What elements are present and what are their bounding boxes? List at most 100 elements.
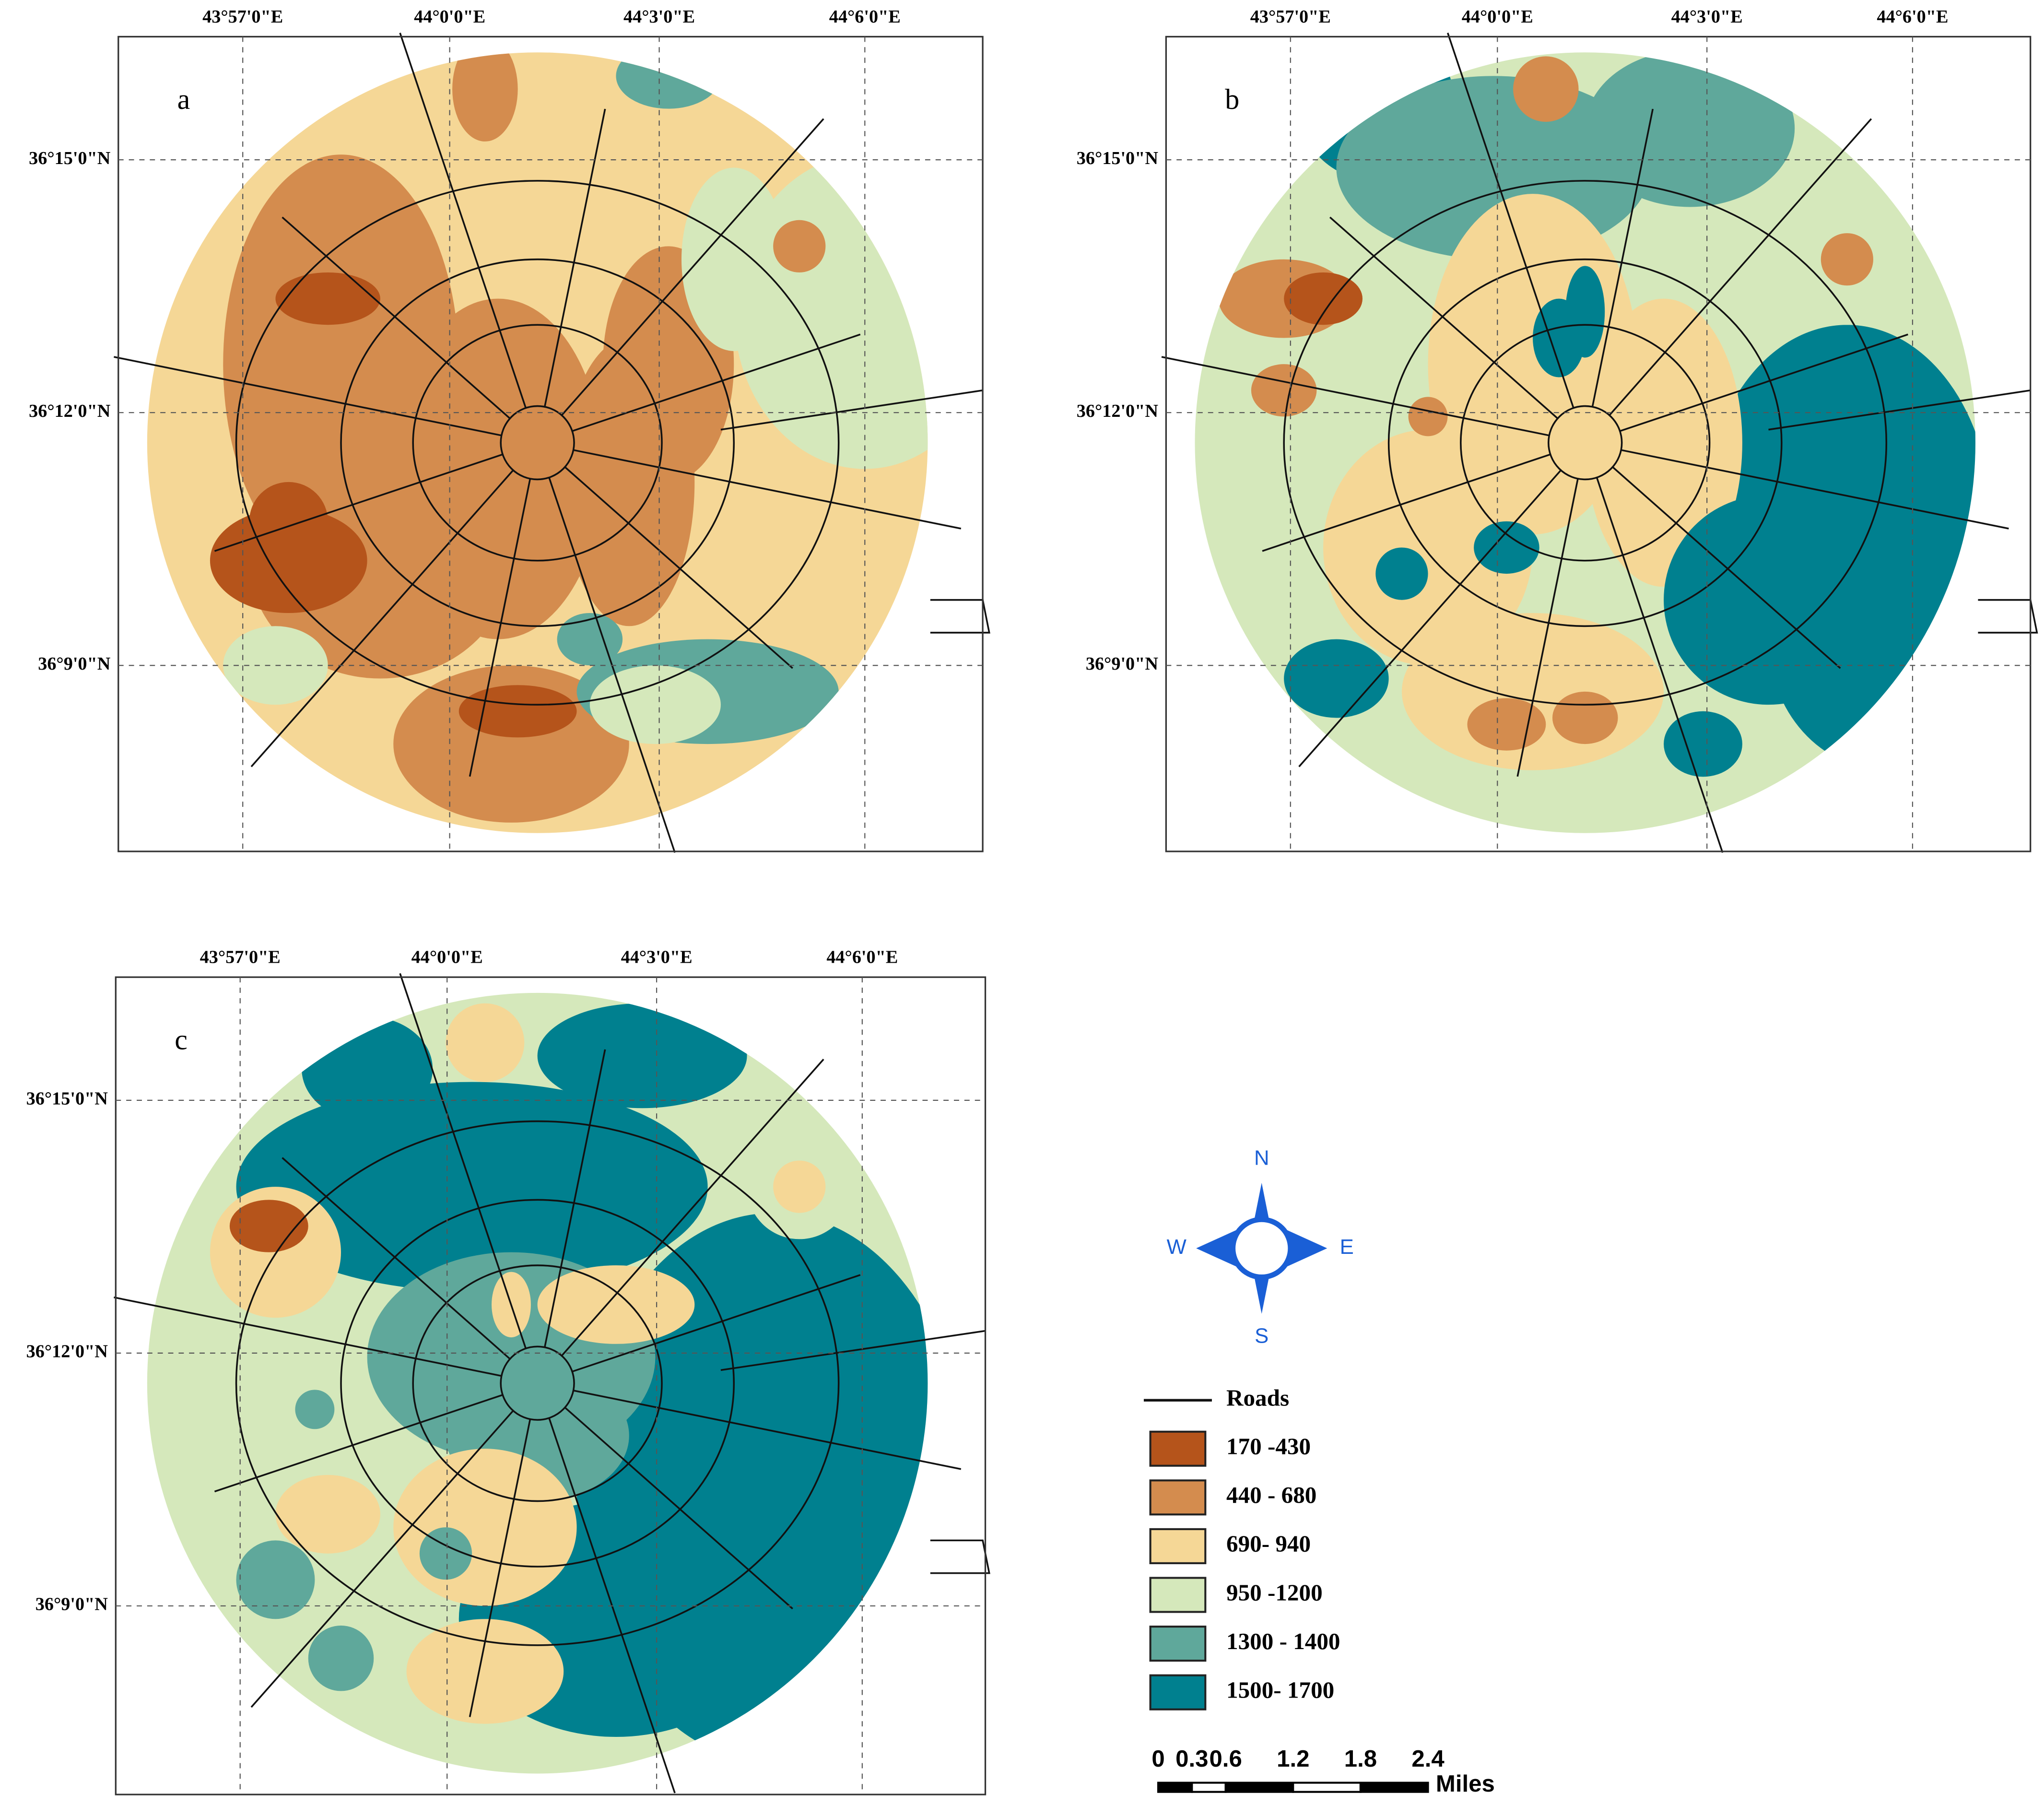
highway (1978, 599, 2038, 634)
scale-unit: Miles (1436, 1771, 1495, 1797)
radial-road (214, 453, 503, 552)
ring-road (500, 405, 575, 481)
radial-road (1298, 470, 1562, 767)
scale-label: 0.3 (1175, 1746, 1208, 1772)
surface-zone (236, 1540, 315, 1619)
radial-road (1516, 478, 1579, 777)
surface-zone (393, 1449, 577, 1606)
lat-label: 36°12'0"N (29, 401, 111, 421)
lon-label: 44°3'0"E (621, 947, 693, 967)
radial-road (1446, 33, 1574, 409)
highway (930, 1539, 990, 1574)
ring-road (412, 324, 663, 562)
surface-zone (1513, 56, 1579, 122)
surface-zone (275, 1475, 380, 1554)
lat-label: 36°15'0"N (26, 1089, 108, 1109)
surface-zone (1474, 521, 1539, 574)
surface-zone (295, 1390, 335, 1429)
surface-zone (446, 1003, 525, 1082)
scale-label: 1.2 (1277, 1746, 1309, 1772)
radial-road (1161, 356, 1550, 437)
compass: N S W E (1167, 1146, 1354, 1347)
highway (1768, 389, 2031, 431)
surface-zone (589, 665, 721, 744)
legend-swatch (1149, 1479, 1207, 1516)
radial-road (564, 1406, 793, 1610)
legend-swatch (1149, 1528, 1207, 1564)
surface-zone (1585, 298, 1742, 587)
ring-road (340, 1199, 735, 1568)
compass-e: E (1340, 1235, 1354, 1259)
radial-road (399, 973, 527, 1349)
lon-label: 43°57'0"E (202, 7, 283, 27)
radial-road (544, 1049, 606, 1348)
scale-segment (1191, 1781, 1227, 1793)
radial-road (561, 118, 824, 416)
lon-label: 44°3'0"E (623, 7, 695, 27)
panel-label: c (175, 1023, 188, 1055)
ring-road (1387, 258, 1783, 627)
surface-zone (210, 508, 367, 613)
surface-zone (1284, 272, 1363, 325)
roads (114, 973, 990, 1793)
radial-road (250, 1410, 514, 1708)
radial-road (469, 478, 531, 777)
surface-zone (1467, 698, 1546, 751)
lat-label: 36°9'0"N (35, 1594, 108, 1615)
surface-zone (537, 1265, 695, 1344)
map-frame (117, 35, 984, 852)
lat-label: 36°9'0"N (1086, 654, 1159, 674)
radial-road (1329, 216, 1559, 419)
radial-road (573, 449, 962, 530)
legend: Roads 170 -430 440 - 680 690- 940 950 -1200 1… (1143, 1384, 1340, 1711)
lon-label: 44°6'0"E (1877, 7, 1948, 27)
ring-road (412, 1264, 663, 1502)
scale-label: 2.4 (1411, 1746, 1445, 1772)
radial-road (469, 1419, 531, 1717)
surface-zone (1375, 547, 1428, 600)
radial-road (564, 466, 793, 669)
radial-road (1612, 466, 1841, 669)
ring-road (340, 258, 735, 627)
ring-road (500, 1345, 575, 1421)
surface-zone (419, 1527, 472, 1580)
ring-road (1547, 405, 1623, 481)
radial-road (572, 333, 861, 432)
scale-label: 0.6 (1209, 1746, 1242, 1772)
panel-label: a (177, 83, 190, 115)
radial-road (1262, 453, 1551, 552)
surface-zone (393, 298, 603, 639)
lon-label: 43°57'0"E (1250, 7, 1331, 27)
surface-zone (773, 220, 826, 272)
surface-zone (229, 1200, 308, 1252)
legend-label: 1300 - 1400 (1226, 1628, 1340, 1654)
legend-swatch (1149, 1626, 1207, 1662)
lon-label: 44°0'0"E (1462, 7, 1533, 27)
surface-zone (406, 1619, 564, 1724)
lat-label: 36°15'0"N (1077, 148, 1159, 168)
surface-zone (1251, 364, 1317, 417)
legend-label: 170 -430 (1226, 1433, 1311, 1460)
legend-label: 950 -1200 (1226, 1579, 1323, 1605)
lon-label: 44°0'0"E (411, 947, 483, 967)
radial-road (1609, 118, 1872, 416)
scale-label: 0 (1151, 1746, 1164, 1772)
surface-zone (302, 1016, 433, 1121)
highway (720, 389, 983, 431)
surface (1218, 52, 1975, 777)
radial-road (282, 1157, 511, 1360)
panel-label: b (1225, 83, 1239, 115)
surface-zone (1408, 397, 1448, 437)
highway (930, 599, 990, 634)
radial-road (114, 356, 502, 437)
legend-label: 440 - 680 (1226, 1482, 1316, 1508)
map-frame (115, 976, 987, 1795)
surface-zone (537, 1003, 747, 1109)
radial-road (561, 1059, 824, 1357)
roads (114, 33, 990, 853)
scale-segment (1359, 1781, 1429, 1793)
surface-zone (1552, 691, 1618, 744)
surface-zone (616, 52, 721, 109)
legend-label: 690- 940 (1226, 1531, 1311, 1557)
